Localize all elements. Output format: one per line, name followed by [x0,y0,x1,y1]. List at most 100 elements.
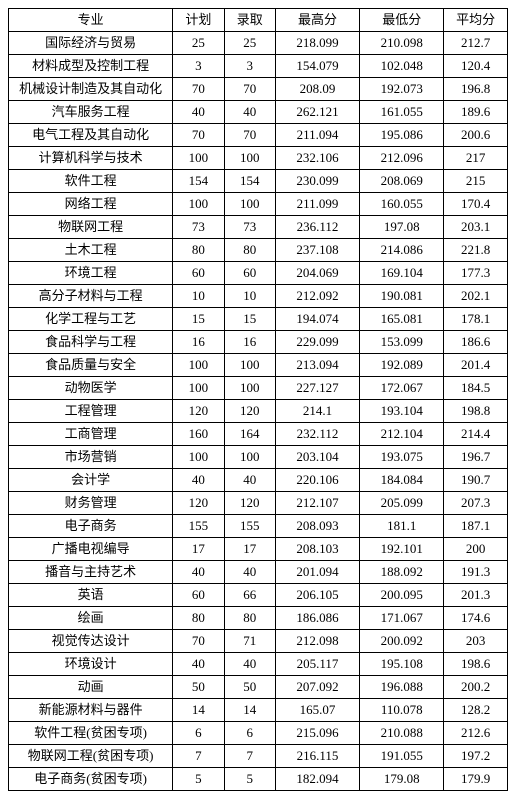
table-cell: 208.093 [275,515,359,538]
table-cell: 40 [224,653,275,676]
table-cell: 7 [173,745,224,768]
table-cell: 100 [224,354,275,377]
table-cell: 188.092 [360,561,444,584]
table-cell: 80 [173,239,224,262]
table-cell: 动画 [9,676,173,699]
table-cell: 213.094 [275,354,359,377]
table-row: 食品科学与工程1616229.099153.099186.6 [9,331,508,354]
table-cell: 40 [173,561,224,584]
table-cell: 环境工程 [9,262,173,285]
table-cell: 40 [224,101,275,124]
table-cell: 40 [173,653,224,676]
table-row: 国际经济与贸易2525218.099210.098212.7 [9,32,508,55]
table-cell: 英语 [9,584,173,607]
table-cell: 国际经济与贸易 [9,32,173,55]
table-cell: 187.1 [444,515,508,538]
table-cell: 17 [173,538,224,561]
table-cell: 80 [224,607,275,630]
table-cell: 市场营销 [9,446,173,469]
table-cell: 绘画 [9,607,173,630]
table-row: 电子商务(贫困专项)55182.094179.08179.9 [9,768,508,791]
table-row: 物联网工程(贫困专项)77216.115191.055197.2 [9,745,508,768]
table-cell: 211.094 [275,124,359,147]
table-cell: 15 [224,308,275,331]
table-cell: 视觉传达设计 [9,630,173,653]
table-row: 视觉传达设计7071212.098200.092203 [9,630,508,653]
table-cell: 154 [173,170,224,193]
table-cell: 200.2 [444,676,508,699]
table-row: 财务管理120120212.107205.099207.3 [9,492,508,515]
table-cell: 192.073 [360,78,444,101]
table-cell: 205.099 [360,492,444,515]
table-cell: 215.096 [275,722,359,745]
table-cell: 食品科学与工程 [9,331,173,354]
table-cell: 197.2 [444,745,508,768]
table-cell: 181.1 [360,515,444,538]
table-cell: 网络工程 [9,193,173,216]
table-cell: 71 [224,630,275,653]
table-row: 工程管理120120214.1193.104198.8 [9,400,508,423]
table-row: 环境设计4040205.117195.108198.6 [9,653,508,676]
table-cell: 70 [173,124,224,147]
table-cell: 66 [224,584,275,607]
table-cell: 40 [173,469,224,492]
table-cell: 25 [173,32,224,55]
table-cell: 189.6 [444,101,508,124]
table-cell: 新能源材料与器件 [9,699,173,722]
table-cell: 186.6 [444,331,508,354]
table-cell: 214.1 [275,400,359,423]
table-cell: 会计学 [9,469,173,492]
table-cell: 机械设计制造及其自动化 [9,78,173,101]
table-cell: 164 [224,423,275,446]
table-cell: 16 [173,331,224,354]
table-cell: 169.104 [360,262,444,285]
table-cell: 218.099 [275,32,359,55]
table-cell: 203 [444,630,508,653]
table-cell: 196.7 [444,446,508,469]
table-cell: 广播电视编导 [9,538,173,561]
table-cell: 191.3 [444,561,508,584]
table-cell: 电子商务(贫困专项) [9,768,173,791]
table-cell: 25 [224,32,275,55]
table-cell: 14 [224,699,275,722]
table-cell: 电气工程及其自动化 [9,124,173,147]
table-row: 动画5050207.092196.088200.2 [9,676,508,699]
table-cell: 200.092 [360,630,444,653]
table-cell: 10 [224,285,275,308]
table-cell: 160.055 [360,193,444,216]
table-cell: 100 [173,377,224,400]
table-row: 食品质量与安全100100213.094192.089201.4 [9,354,508,377]
table-cell: 100 [224,377,275,400]
table-cell: 100 [173,446,224,469]
table-cell: 100 [224,193,275,216]
table-cell: 217 [444,147,508,170]
table-cell: 212.092 [275,285,359,308]
table-cell: 软件工程(贫困专项) [9,722,173,745]
table-cell: 182.094 [275,768,359,791]
table-cell: 128.2 [444,699,508,722]
table-cell: 200 [444,538,508,561]
table-cell: 120 [224,400,275,423]
table-cell: 6 [173,722,224,745]
table-cell: 195.108 [360,653,444,676]
table-cell: 40 [224,469,275,492]
table-cell: 201.094 [275,561,359,584]
table-row: 市场营销100100203.104193.075196.7 [9,446,508,469]
table-cell: 160 [173,423,224,446]
table-row: 电子商务155155208.093181.1187.1 [9,515,508,538]
table-cell: 154 [224,170,275,193]
table-row: 机械设计制造及其自动化7070208.09192.073196.8 [9,78,508,101]
table-cell: 206.105 [275,584,359,607]
table-cell: 70 [224,124,275,147]
table-row: 材料成型及控制工程33154.079102.048120.4 [9,55,508,78]
table-cell: 材料成型及控制工程 [9,55,173,78]
table-cell: 220.106 [275,469,359,492]
table-body: 国际经济与贸易2525218.099210.098212.7材料成型及控制工程3… [9,32,508,791]
table-cell: 172.067 [360,377,444,400]
table-cell: 212.104 [360,423,444,446]
table-cell: 205.117 [275,653,359,676]
table-cell: 10 [173,285,224,308]
table-row: 化学工程与工艺1515194.074165.081178.1 [9,308,508,331]
table-cell: 212.096 [360,147,444,170]
table-cell: 192.101 [360,538,444,561]
